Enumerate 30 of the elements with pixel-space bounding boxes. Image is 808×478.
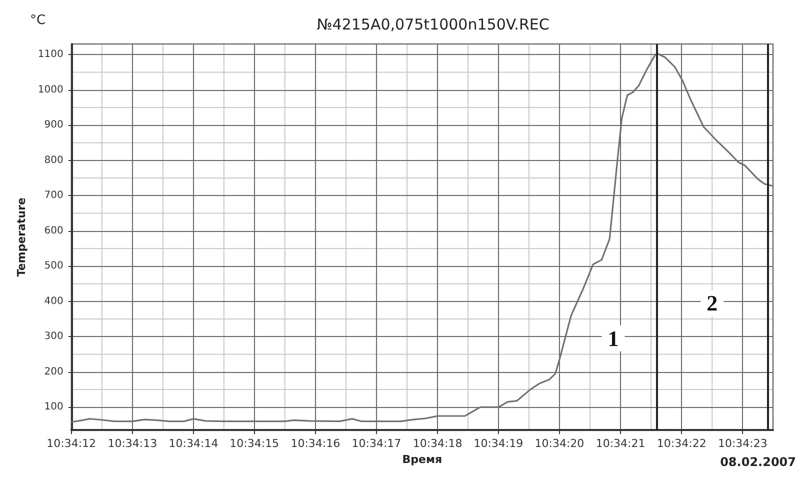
x-tick-label: 10:34:22 — [656, 437, 706, 450]
x-tick-label: 10:34:12 — [46, 437, 96, 450]
y-tick-label: 900 — [44, 120, 64, 131]
y-tick-label: 800 — [44, 154, 64, 166]
y-tick-label: 1000 — [38, 84, 64, 96]
text: °C — [30, 13, 46, 28]
x-tick-label: 10:34:23 — [718, 437, 768, 450]
y-axis-title: Temperature — [15, 197, 28, 277]
x-tick-label: 10:34:18 — [412, 437, 462, 450]
x-tick-label: 10:34:15 — [230, 437, 280, 450]
annotation: 2 — [706, 290, 718, 316]
annotation: 1 — [608, 326, 619, 351]
x-tick-label: 10:34:19 — [474, 437, 524, 450]
x-tick-label: 10:34:20 — [534, 437, 584, 450]
y-tick-label: 500 — [44, 260, 64, 272]
x-tick-label: 10:34:14 — [168, 437, 218, 450]
y-tick-label: 400 — [44, 296, 64, 307]
x-axis-title: Время — [402, 453, 442, 466]
x-tick-label: 10:34:17 — [352, 437, 402, 450]
x-tick-label: 10:34:16 — [290, 437, 340, 450]
chart-title: №4215A0,075t1000n150V.REC — [316, 16, 550, 34]
y-tick-label: 100 — [44, 402, 64, 413]
y-tick-label: 1100 — [38, 49, 64, 60]
y-tick-label: 300 — [44, 331, 64, 342]
y-tick-label: 600 — [44, 225, 64, 236]
y-tick-label: 200 — [44, 366, 64, 378]
x-tick-label: 10:34:13 — [108, 437, 158, 450]
x-tick-label: 10:34:21 — [596, 437, 646, 450]
y-tick-label: 700 — [44, 190, 64, 202]
text: 08.02.2007 — [720, 455, 796, 469]
